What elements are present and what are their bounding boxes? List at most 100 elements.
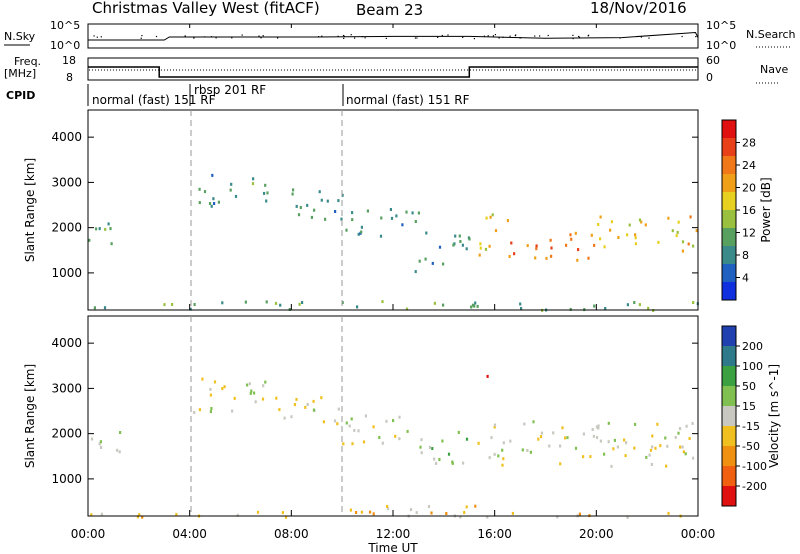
heatmap-cell	[644, 223, 647, 227]
nsearch-point	[502, 36, 504, 38]
heatmap-cell	[667, 511, 670, 515]
heatmap-cell	[624, 454, 627, 458]
nsearch-point	[547, 34, 549, 37]
heatmap-cell	[414, 270, 417, 274]
nsearch-point	[343, 37, 345, 39]
heatmap-cell	[430, 511, 433, 515]
heatmap-cell	[459, 240, 462, 243]
nsearch-point	[354, 37, 356, 39]
heatmap-cell	[292, 188, 295, 192]
heatmap-cell	[283, 416, 286, 420]
nsearch-point	[534, 35, 536, 37]
heatmap-cell	[281, 511, 284, 515]
nsky-label: N.Sky	[4, 30, 36, 43]
nave-tick-bottom: 0	[706, 71, 713, 84]
colorbar-swatch	[722, 366, 736, 387]
heatmap-cell	[198, 408, 201, 412]
heatmap-cell	[372, 512, 375, 516]
heatmap-cell	[293, 403, 296, 407]
heatmap-cell	[95, 227, 98, 231]
nsearch-point	[437, 36, 439, 38]
heatmap-cell	[574, 231, 577, 235]
heatmap-cell	[109, 227, 112, 231]
nsearch-point	[385, 37, 387, 39]
heatmap-cell	[667, 216, 670, 220]
heatmap-cell	[401, 223, 404, 227]
heatmap-cell	[355, 511, 358, 514]
heatmap-cell	[411, 211, 414, 215]
heatmap-cell	[208, 202, 212, 205]
heatmap-cell	[599, 439, 602, 443]
heatmap-cell	[634, 236, 637, 240]
heatmap-cell	[386, 504, 389, 508]
heatmap-cell	[337, 407, 340, 411]
freq-unit: [MHz]	[4, 67, 36, 80]
heatmap-cell	[589, 455, 592, 459]
heatmap-cell	[559, 444, 562, 448]
nsearch-point	[155, 35, 158, 38]
heatmap-cell	[414, 220, 417, 223]
heatmap-cell	[198, 187, 201, 191]
heatmap-cell	[342, 442, 345, 446]
heatmap-cell	[559, 462, 562, 466]
freq-tick-top: 18	[62, 54, 76, 67]
heatmap-cell	[597, 426, 600, 430]
heatmap-cell	[248, 382, 251, 386]
heatmap-cell	[564, 436, 567, 440]
heatmap-cell	[597, 223, 600, 226]
nsearch-point	[640, 36, 642, 38]
heatmap-cell	[275, 396, 278, 400]
heatmap-cell	[666, 444, 669, 448]
heatmap-cell	[651, 445, 654, 449]
heatmap-cell	[681, 445, 684, 449]
nsearch-point	[519, 37, 521, 39]
heatmap-cell	[98, 442, 101, 446]
heatmap-cell	[648, 453, 651, 457]
heatmap-cell	[351, 218, 354, 222]
heatmap-cell	[138, 513, 141, 517]
heatmap-cell	[100, 446, 103, 449]
heatmap-cell	[465, 505, 468, 509]
heatmap-cell	[577, 248, 580, 252]
heatmap-cell	[593, 243, 596, 247]
heatmap-cell	[685, 424, 688, 428]
nave-tick-top: 60	[706, 54, 720, 67]
power-heatmap	[88, 173, 699, 312]
heatmap-cell	[681, 249, 684, 253]
heatmap-cell	[310, 215, 313, 219]
nsearch-point	[416, 37, 418, 39]
heatmap-cell	[381, 441, 384, 445]
plot-title: Christmas Valley West (fitACF)	[92, 0, 320, 17]
nsearch-point	[277, 37, 279, 39]
heatmap-cell	[340, 217, 343, 221]
heatmap-cell	[392, 419, 395, 423]
nsky-series-line	[88, 31, 699, 41]
x-tick-label: 12:00	[376, 527, 411, 541]
nsearch-point	[487, 35, 489, 37]
heatmap-cell	[427, 505, 431, 508]
heatmap-cell	[351, 442, 354, 446]
heatmap-cell	[290, 415, 293, 419]
heatmap-cell	[470, 305, 473, 309]
nsearch-point	[361, 36, 363, 38]
nsky-tick-bottom: 10^0	[50, 39, 80, 52]
heatmap-cell	[647, 306, 650, 310]
heatmap-cell	[136, 515, 139, 519]
nsearch-point	[572, 38, 574, 40]
heatmap-cell	[360, 230, 363, 234]
heatmap-cell	[431, 261, 434, 265]
heatmap-cell	[409, 508, 413, 512]
freq-series-line	[88, 66, 698, 78]
heatmap-cell	[490, 436, 493, 440]
heatmap-cell	[682, 450, 685, 454]
heatmap-cell	[263, 191, 266, 195]
heatmap-cell	[651, 434, 654, 438]
heatmap-cell	[626, 303, 629, 307]
colorbar-tick-label: 16	[742, 204, 756, 217]
nsearch-point	[96, 36, 98, 38]
nsearch-point	[343, 35, 345, 37]
y-tick-label: 4000	[51, 336, 82, 350]
heatmap-cell	[634, 242, 637, 246]
colorbar-tick-label: 24	[742, 159, 756, 172]
heatmap-cell	[431, 447, 434, 450]
